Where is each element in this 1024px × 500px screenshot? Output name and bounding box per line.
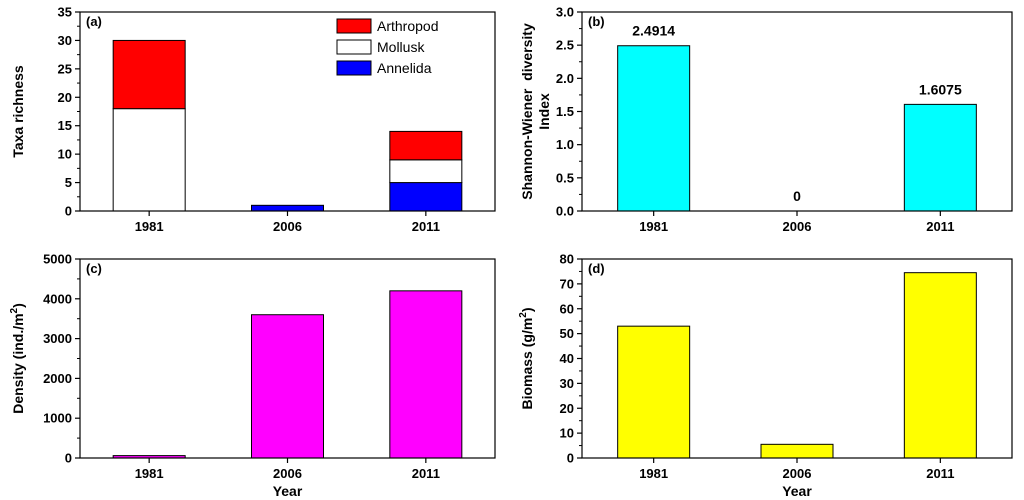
y-tick-label: 15 [58,118,72,133]
y-axis-title: Biomass (g/m2) [518,307,535,409]
bar-annelida-2006 [251,204,324,212]
bar-2011 [903,103,977,212]
legend-label-arthropod: Arthropod [377,18,438,34]
y-axis-title: Shannon-Wiener diversityIndex [519,23,552,200]
bar-arthropod-2011 [389,130,463,161]
legend-swatch-mollusk [336,39,372,55]
y-tick-label: 3000 [43,331,72,346]
y-tick-label: 10 [58,147,72,162]
y-tick-label: 5000 [43,252,72,267]
y-tick-label: 50 [560,326,574,341]
y-axis-title: Density (ind./m2) [9,303,26,414]
y-tick-label: 3.0 [556,5,574,20]
bar-2006 [251,314,324,459]
y-tick-label: 2.5 [556,38,574,53]
x-axis-title: Year [273,483,303,499]
y-tick-label: 20 [560,401,574,416]
y-tick-label: 30 [58,33,72,48]
y-axis-title-main: Biomass (g/m [519,318,535,410]
panel-label: (c) [86,261,102,276]
bar-2006 [760,443,834,459]
bar-1981 [617,325,691,459]
legend-swatch-arthropod [336,18,372,34]
y-tick-label: 60 [560,301,574,316]
y-axis-title-end: ) [10,303,26,308]
x-tick-label-2011: 2011 [412,466,440,481]
y-tick-label: 80 [560,252,574,267]
y-tick-label: 35 [58,5,72,20]
x-tick-label-2006: 2006 [783,466,812,481]
bar-mollusk-2011 [389,159,463,184]
y-tick-label: 1.5 [556,104,574,119]
panel-d: 0 10 20 30 40 50 60 70 80 1981 2006 2011 (d) Biomass … [518,252,1013,499]
y-axis-title-line: Shannon-Wiener diversity [519,23,535,200]
y-tick-label: 2.0 [556,71,574,86]
x-tick-label-2011: 2011 [926,466,954,481]
x-tick-label-2011: 2011 [926,219,954,234]
y-axis-title-sup: 2 [518,312,529,318]
y-tick-label: 10 [560,426,574,441]
legend-label-mollusk: Mollusk [377,39,425,55]
x-tick-label-1981: 1981 [639,466,668,481]
panel-a: 0 5 10 15 20 25 30 35 1981 2006 2011 (a) Taxa richne… [10,5,496,234]
x-tick-label-2011: 2011 [412,219,440,234]
y-tick-label: 25 [58,61,72,76]
data-label-1981: 2.4914 [632,23,675,39]
bar-annelida-2011 [389,182,463,212]
panel-label: (d) [588,261,605,276]
x-tick-label-2006: 2006 [273,219,302,234]
y-axis-title: Taxa richness [10,65,26,158]
y-tick-label: 0 [65,204,72,219]
x-tick-label-2006: 2006 [783,219,812,234]
legend-swatch-annelida [336,60,372,76]
panel-label: (b) [588,14,605,29]
panel-b: 2.4914 0 1.6075 0.0 0.5 1.0 1.5 2.0 2.5 3.0 1981 20… [519,5,1013,234]
y-tick-label: 1000 [43,411,72,426]
bar-1981 [617,45,691,212]
y-tick-label: 4000 [43,291,72,306]
data-label-2011: 1.6075 [919,81,962,97]
y-axis-title-main: Taxa richness [10,65,26,158]
panel-label: (a) [86,14,102,29]
y-tick-label: 5 [65,175,72,190]
y-tick-label: 20 [58,90,72,105]
y-axis-title-sup: 2 [9,307,20,313]
y-axis-title-line: Index [536,93,552,130]
y-tick-label: 2000 [43,371,72,386]
y-tick-label: 0 [65,451,72,466]
bar-2011 [903,272,977,459]
y-tick-label: 0 [567,451,574,466]
y-tick-label: 40 [560,351,574,366]
legend-label-annelida: Annelida [377,60,432,76]
y-tick-label: 30 [560,376,574,391]
bar-2011 [389,290,463,459]
y-axis-title-end: ) [519,307,535,312]
y-tick-label: 70 [560,276,574,291]
data-label-2006: 0 [793,188,801,204]
bar-mollusk-1981 [112,108,186,212]
x-tick-label-2006: 2006 [273,466,302,481]
y-tick-label: 1.0 [556,137,574,152]
y-tick-label: 0.5 [556,170,574,185]
legend: Arthropod Mollusk Annelida [336,18,438,76]
x-tick-label-1981: 1981 [639,219,668,234]
x-tick-label-1981: 1981 [135,219,164,234]
y-tick-label: 0.0 [556,204,574,219]
x-axis-title: Year [782,483,812,499]
bar-arthropod-1981 [112,39,186,110]
y-axis-title-main: Density (ind./m [10,313,26,413]
panel-c: 0 1000 2000 3000 4000 5000 1981 2006 2011 (c) Dens… [9,252,496,499]
x-tick-label-1981: 1981 [135,466,164,481]
